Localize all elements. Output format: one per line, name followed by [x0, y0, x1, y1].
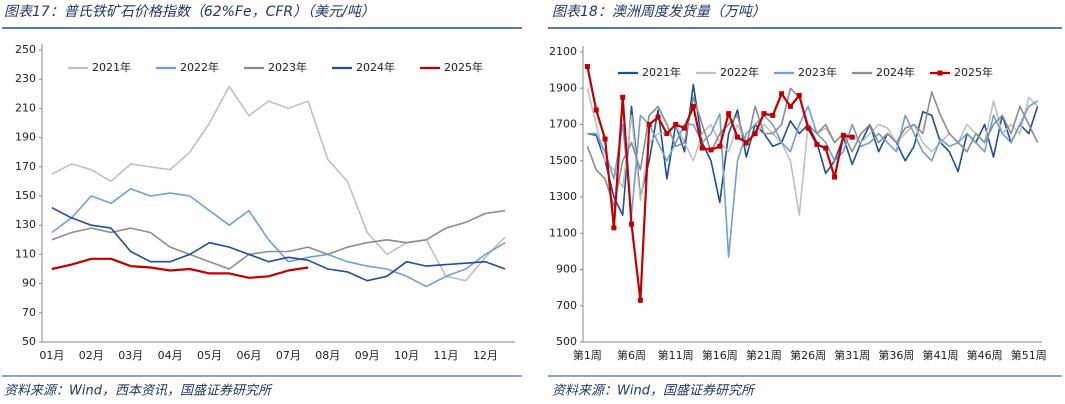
x-tick-label: 02月: [79, 349, 104, 362]
y-tick-label: 1300: [549, 190, 577, 203]
series-marker: [814, 141, 820, 147]
x-tick-label: 第41周: [922, 348, 958, 362]
series-marker: [849, 134, 855, 140]
y-tick-label: 700: [556, 299, 577, 312]
series-line: [51, 257, 309, 279]
source: 资料来源：Wind，西本资讯，国盛证券研究所: [4, 383, 273, 399]
x-tick-label: 第51周: [1011, 348, 1047, 362]
series-line: [51, 206, 506, 282]
series-marker: [752, 131, 758, 137]
y-tick-label: 110: [15, 247, 36, 260]
series-marker: [823, 145, 829, 151]
legend-label: 2025年: [954, 65, 993, 79]
series-marker: [655, 114, 661, 120]
y-tick-label: 250: [15, 43, 36, 56]
y-tick-label: 1100: [549, 226, 577, 239]
y-tick-label: 2100: [549, 45, 577, 58]
chart-title: 图表17：普氏铁矿石价格指数（62%Fe，CFR）（美元/吨）: [4, 4, 375, 20]
y-tick-label: 170: [15, 160, 36, 173]
y-tick-label: 900: [556, 263, 577, 276]
series-marker: [832, 174, 838, 180]
chart-title: 图表18：澳洲周度发货量（万吨）: [552, 4, 766, 20]
x-tick-label: 第46周: [967, 348, 1003, 362]
y-tick-label: 190: [15, 131, 36, 144]
legend-label: 2022年: [720, 65, 759, 79]
y-tick-label: 150: [15, 189, 36, 202]
y-tick-label: 130: [15, 218, 36, 231]
series-marker: [673, 122, 679, 127]
series-marker: [761, 111, 767, 117]
series-line: [51, 209, 506, 270]
y-tick-label: 210: [15, 101, 36, 114]
series-line: [586, 66, 853, 302]
x-tick-label: 第1周: [573, 348, 602, 362]
series-marker: [584, 64, 590, 69]
series-line: [587, 83, 1039, 216]
x-tick-label: 05月: [197, 349, 222, 362]
series-marker: [664, 131, 670, 137]
series-marker: [734, 134, 740, 140]
y-tick-label: 1700: [549, 118, 577, 131]
legend-marker: [937, 70, 943, 76]
x-tick-label: 第26周: [790, 348, 826, 362]
series-marker: [646, 122, 652, 127]
x-tick-label: 第6周: [617, 348, 646, 362]
x-tick-label: 04月: [158, 349, 183, 362]
series-marker: [743, 140, 749, 146]
series-line: [587, 100, 1039, 258]
x-tick-label: 01月: [39, 349, 64, 362]
series-marker: [840, 132, 846, 138]
x-tick-label: 06月: [236, 349, 261, 362]
legend-label: 2023年: [268, 60, 307, 74]
series-marker: [770, 112, 776, 118]
legend-label: 2021年: [92, 60, 131, 74]
y-tick-label: 500: [556, 335, 577, 348]
source: 资料来源：Wind，国盛证券研究所: [552, 383, 756, 399]
series-marker: [690, 103, 696, 109]
series-marker: [593, 107, 599, 113]
series-marker: [629, 221, 635, 227]
legend-label: 2024年: [876, 65, 915, 79]
x-tick-label: 第11周: [658, 348, 694, 362]
legend-label: 2023年: [798, 65, 837, 79]
x-tick-label: 第21周: [746, 348, 782, 362]
x-tick-label: 11月: [434, 349, 459, 362]
series-line: [586, 87, 1039, 207]
series-marker: [602, 136, 608, 142]
series-marker: [637, 297, 643, 303]
y-tick-label: 70: [22, 306, 36, 319]
series-marker: [611, 225, 617, 231]
x-tick-label: 07月: [276, 349, 301, 362]
x-tick-label: 12月: [473, 349, 498, 362]
x-tick-label: 第36周: [878, 348, 914, 362]
x-tick-label: 09月: [355, 349, 380, 362]
x-tick-label: 第16周: [702, 348, 738, 362]
x-tick-label: 03月: [118, 349, 143, 362]
legend-label: 2021年: [642, 65, 681, 79]
y-tick-label: 1500: [549, 154, 577, 167]
y-tick-label: 50: [22, 335, 36, 348]
series-marker: [796, 93, 802, 98]
x-tick-label: 10月: [394, 349, 419, 362]
series-marker: [699, 145, 705, 151]
series-marker: [805, 125, 811, 131]
series-marker: [682, 125, 688, 131]
x-tick-label: 第31周: [834, 348, 870, 362]
series-marker: [708, 147, 714, 153]
legend-label: 2022年: [180, 60, 219, 74]
x-tick-label: 08月: [315, 349, 340, 362]
series-marker: [779, 91, 785, 97]
series-marker: [620, 94, 626, 100]
legend-label: 2025年: [444, 60, 483, 74]
series-marker: [717, 143, 723, 149]
series-line: [586, 88, 1039, 216]
legend-label: 2024年: [356, 60, 395, 74]
series-marker: [726, 111, 732, 117]
y-tick-label: 230: [15, 72, 36, 85]
series-line: [51, 85, 506, 282]
y-tick-label: 90: [22, 277, 36, 290]
y-tick-label: 1900: [549, 81, 577, 94]
series-marker: [787, 103, 793, 109]
